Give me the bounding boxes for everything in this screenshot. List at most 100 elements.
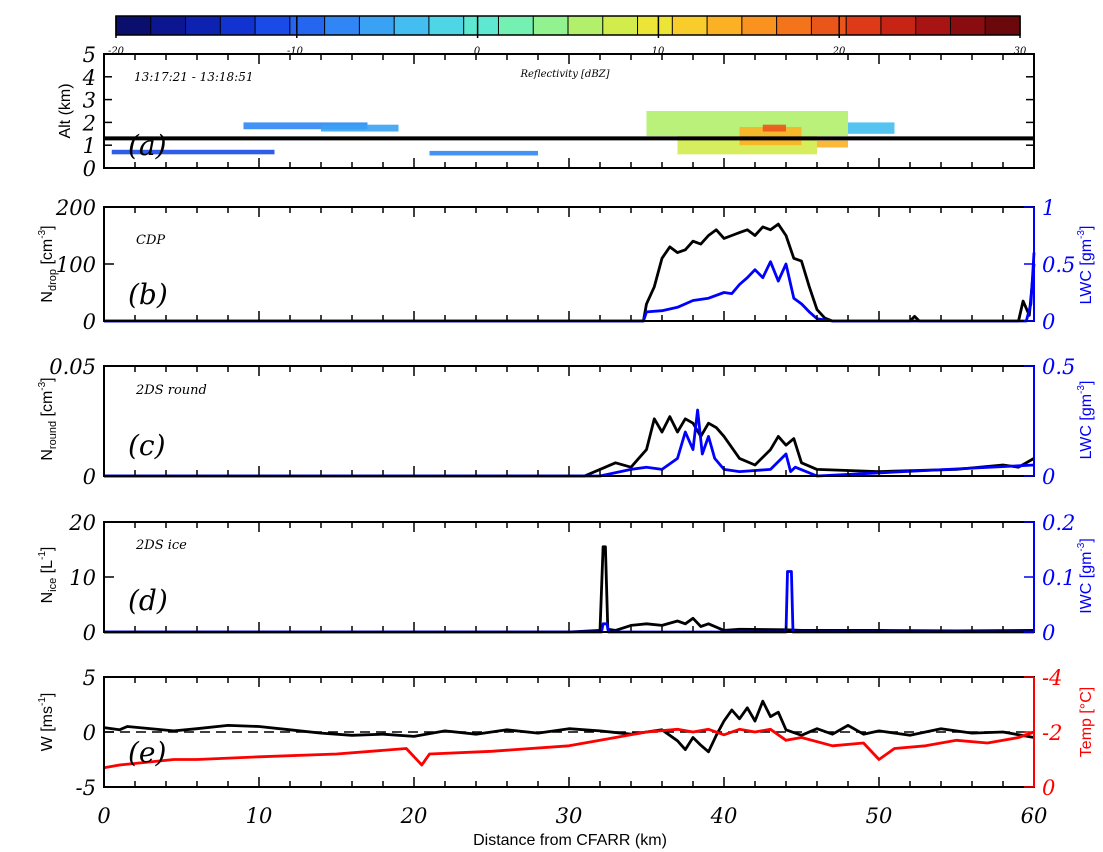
y-tick-label: 0: [1042, 621, 1055, 645]
y-tick-label: 0: [83, 621, 96, 645]
colorbar-swatch: [116, 16, 152, 35]
colorbar-swatch: [428, 16, 465, 35]
x-axis-tick-labels: 0 10 20 30 40 50 60: [97, 804, 1047, 828]
y-tick-label: 20: [68, 511, 96, 535]
x-tick-label: 60: [1021, 804, 1048, 828]
y-tick-label: 5: [83, 43, 96, 67]
colorbar-swatch: [672, 16, 708, 35]
panel-d-ylabel-left: Nice [L-1]: [37, 547, 59, 604]
colorbar-tick-label: -20: [108, 46, 125, 57]
y-tick-label: 1: [83, 134, 96, 158]
colorbar-swatch: [637, 16, 673, 35]
colorbar-swatch: [776, 16, 812, 35]
colorbar-swatch: [950, 16, 986, 35]
y-tick-label: 0.05: [49, 355, 96, 379]
2ds-ice-panel: 0 10 20 0 0.1 0.2: [68, 511, 1075, 645]
velocity-temperature-panel: -5 0 5 0 -2 -4: [76, 666, 1063, 800]
y-tick-label: 10: [69, 566, 96, 590]
colorbar-tick-label: -10: [287, 46, 304, 57]
colorbar-tick-label: 10: [652, 46, 665, 57]
plot-frame: [103, 521, 1035, 633]
x-tick-label: 40: [710, 804, 738, 828]
panel-c-instrument: 2DS round: [135, 383, 207, 398]
panel-c-ylabel-right: LWC [gm-3]: [1076, 381, 1095, 460]
y-tick-label: 0.5: [1042, 355, 1075, 379]
y-tick-label: 0.1: [1042, 566, 1075, 590]
y-tick-label: -2: [1042, 721, 1062, 745]
y-tick-label: 0: [83, 721, 96, 745]
reflectivity-cell: [321, 124, 399, 132]
y-tick-label: 1: [1042, 196, 1055, 220]
series-line: [104, 222, 1036, 323]
colorbar-swatch: [707, 16, 743, 35]
panel-c-label: (c): [128, 429, 166, 462]
2ds-round-panel: 0 0.05 0 0.5: [49, 355, 1075, 489]
x-tick-label: 10: [246, 804, 273, 828]
y-tick-label: 0.5: [1042, 253, 1075, 277]
colorbar-swatch: [498, 16, 534, 35]
y-tick-label: 200: [55, 196, 96, 220]
reflectivity-cell: [848, 122, 895, 134]
panel-b-ylabel-right: LWC [gm-3]: [1076, 226, 1095, 305]
plot-frame: [103, 206, 1035, 322]
colorbar-swatch: [846, 16, 882, 35]
panel-d-label: (d): [128, 584, 168, 617]
colorbar-swatch: [741, 16, 778, 35]
panel-e-label: (e): [128, 736, 166, 769]
series-line: [103, 727, 1035, 770]
colorbar-tick-label: 0: [474, 46, 481, 57]
colorbar-swatch: [289, 16, 326, 35]
colorbar-swatch: [150, 16, 187, 35]
colorbar: [115, 15, 1021, 38]
panel-a-label: (a): [128, 129, 167, 162]
series-line: [104, 408, 1035, 478]
y-tick-label: 0: [83, 465, 96, 489]
y-tick-label: 4: [82, 66, 96, 90]
x-tick-label: 20: [400, 804, 428, 828]
panel-d-instrument: 2DS ice: [135, 538, 187, 553]
y-tick-label: -4: [1042, 666, 1062, 690]
colorbar-swatch: [394, 16, 430, 35]
colorbar-swatch: [811, 16, 847, 35]
y-tick-label: 3: [83, 89, 96, 113]
colorbar-swatch: [985, 16, 1021, 35]
colorbar-tick-label: 20: [832, 46, 846, 57]
x-axis-label: Distance from CFARR (km): [473, 832, 667, 849]
panel-b-instrument: CDP: [136, 233, 165, 248]
panel-a-time-annotation: 13:17:21 - 13:18:51: [134, 70, 253, 84]
colorbar-swatch: [220, 16, 256, 35]
y-tick-label: 100: [56, 253, 96, 277]
reflectivity-cell: [817, 140, 848, 148]
panel-e-ylabel-left: W [ms-1]: [37, 693, 56, 752]
panel-d-ylabel-right: IWC [gm-3]: [1076, 538, 1095, 614]
y-tick-label: -5: [76, 776, 96, 800]
cdp-panel: 0 100 200 0 0.5 1: [55, 196, 1076, 334]
y-tick-label: 5: [83, 666, 96, 690]
plot-frame: [103, 365, 1035, 477]
colorbar-swatch: [880, 16, 917, 35]
colorbar-swatch: [915, 16, 951, 35]
colorbar-swatch: [463, 16, 499, 35]
y-tick-label: 0: [1042, 776, 1055, 800]
x-tick-label: 0: [97, 804, 110, 828]
y-tick-label: 0: [1042, 465, 1055, 489]
panel-b-label: (b): [128, 278, 168, 311]
panel-a-colorbar-title: Reflectivity [dBZ]: [519, 69, 609, 80]
y-tick-label: 0: [1042, 310, 1055, 334]
panel-e-ylabel-right: Temp [°C]: [1078, 687, 1095, 757]
panel-b-ylabel-left: Ndrop [cm-3]: [37, 225, 59, 302]
series-line: [104, 545, 1035, 634]
x-tick-label: 50: [866, 804, 893, 828]
reflectivity-cell: [243, 122, 368, 130]
x-tick-label: 30: [556, 804, 583, 828]
y-tick-label: 2: [82, 111, 96, 135]
reflectivity-cell: [762, 124, 786, 132]
colorbar-swatch: [255, 16, 291, 35]
y-tick-label: 0.2: [1042, 511, 1075, 535]
colorbar-tick-label: 30: [1014, 46, 1027, 57]
series-line: [103, 699, 1035, 754]
colorbar-swatch: [568, 16, 604, 35]
series-line: [104, 252, 1036, 323]
